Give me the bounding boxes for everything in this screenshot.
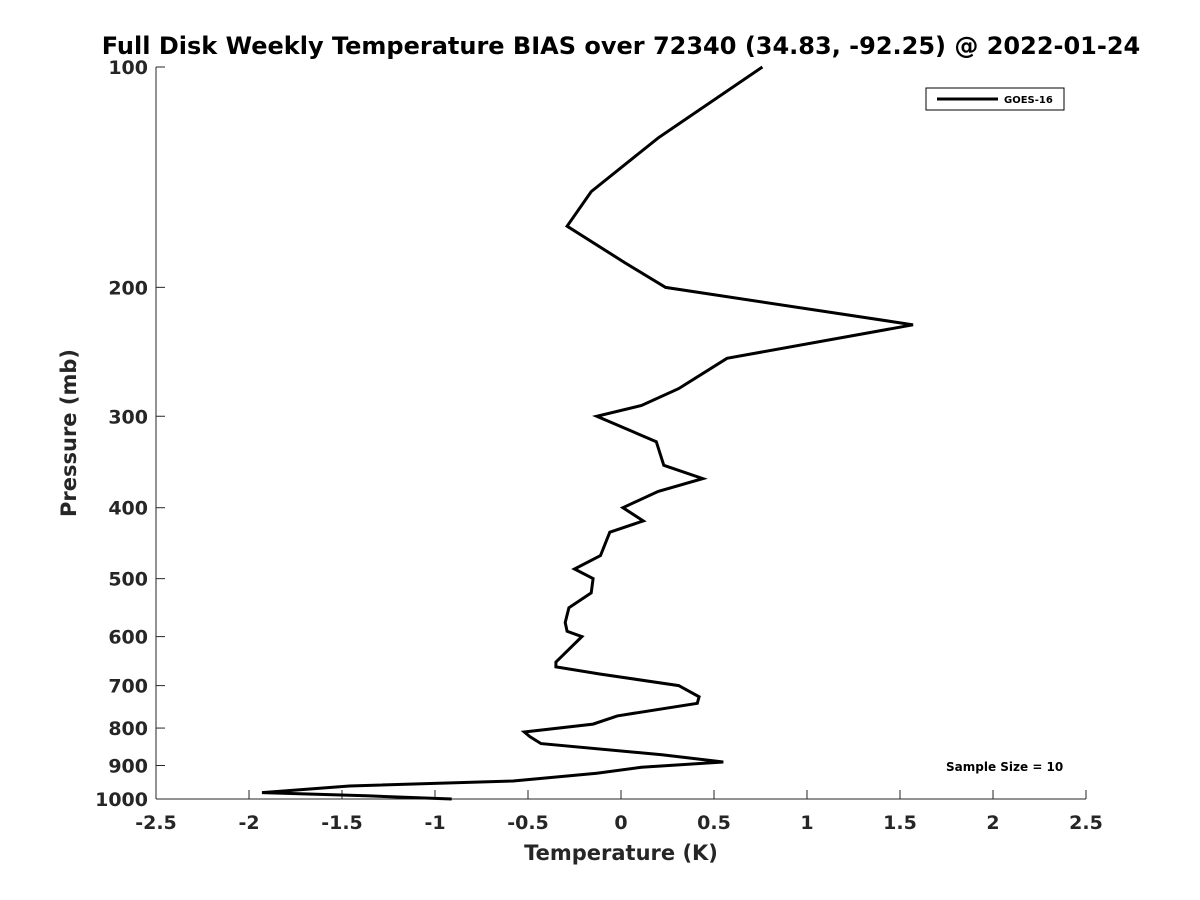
y-tick-label: 100	[108, 57, 148, 79]
y-tick-label: 800	[108, 718, 148, 740]
y-tick-label: 300	[108, 406, 148, 428]
legend: GOES-16	[925, 87, 1065, 111]
x-tick-label: 2	[986, 812, 999, 834]
y-tick-label: 200	[108, 277, 148, 299]
y-ticks: 100 200 300 400 500 600 700 800 900 1000	[95, 57, 165, 811]
x-tick-label: 1	[800, 812, 813, 834]
legend-label: GOES-16	[1004, 95, 1053, 106]
y-tick-label: 600	[108, 627, 148, 649]
series-layer	[261, 65, 914, 801]
x-tick-label: 2.5	[1069, 812, 1103, 834]
x-tick-label: -1	[424, 812, 445, 834]
x-axis-label: Temperature (K)	[524, 841, 718, 865]
y-tick-label: 700	[108, 676, 148, 698]
x-tick-label: 0.5	[697, 812, 731, 834]
y-tick-label: 500	[108, 569, 148, 591]
x-tick-label: -0.5	[507, 812, 549, 834]
x-tick-label: -1.5	[321, 812, 363, 834]
x-tick-label: -2.5	[135, 812, 177, 834]
y-tick-label: 1000	[95, 789, 148, 811]
sample-size-annotation: Sample Size = 10	[946, 760, 1063, 774]
y-tick-label: 400	[108, 498, 148, 520]
x-ticks: -2.5 -2 -1.5 -1 -0.5 0 0.5 1 1.5 2 2.5	[135, 790, 1103, 834]
x-tick-label: 1.5	[883, 812, 917, 834]
y-tick-label: 900	[108, 756, 148, 778]
series-line-goes-16	[261, 65, 914, 801]
chart-title: Full Disk Weekly Temperature BIAS over 7…	[102, 32, 1141, 60]
x-tick-label: -2	[238, 812, 259, 834]
x-tick-label: 0	[614, 812, 627, 834]
y-axis-label: Pressure (mb)	[57, 349, 81, 517]
